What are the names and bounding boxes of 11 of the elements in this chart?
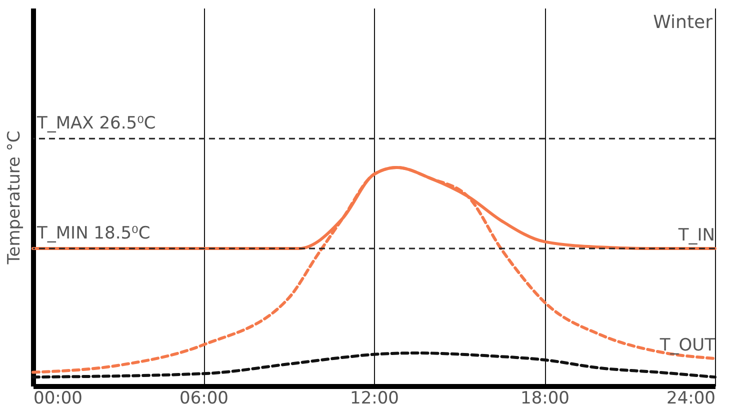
x-tick-label: 18:00 xyxy=(520,388,570,408)
y-axis-title: Temperature °C xyxy=(4,130,24,266)
ref-line-label: T_MIN 18.5⁰C xyxy=(36,224,150,244)
x-tick-label: 12:00 xyxy=(350,388,399,408)
ref-line-label: T_MAX 26.5⁰C xyxy=(36,114,156,134)
x-tick-label: 06:00 xyxy=(180,388,228,408)
chart-title: Winter xyxy=(653,12,714,33)
series-label: T_OUT xyxy=(658,336,716,356)
x-tick-label: 24:00 xyxy=(666,388,716,408)
x-tick-label: 00:00 xyxy=(34,388,82,408)
series-label: T_IN xyxy=(677,226,715,246)
